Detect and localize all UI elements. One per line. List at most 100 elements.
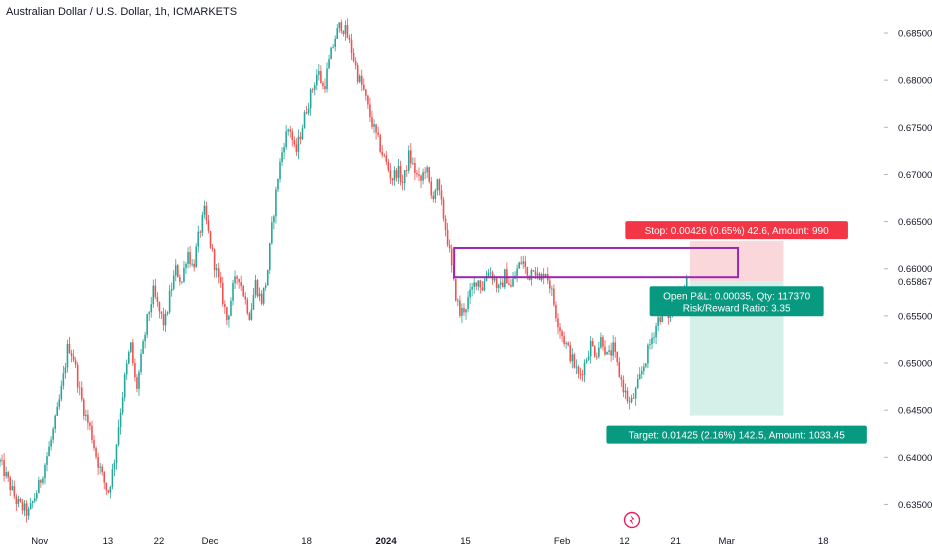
candle-body: [593, 346, 596, 357]
candle-body: [64, 367, 67, 374]
candle-body: [430, 181, 433, 196]
candle-body: [287, 129, 289, 132]
candle-body: [365, 89, 367, 96]
candle-body: [134, 363, 136, 378]
candle-body: [645, 363, 647, 367]
candle-body: [565, 342, 567, 344]
candle-body: [50, 439, 52, 447]
resistance-box[interactable]: [453, 246, 740, 279]
candle-body: [344, 25, 347, 34]
open-pl-label: Open P&L: 0.00035, Qty: 117370Risk/Rewar…: [649, 286, 824, 317]
candle-body: [146, 314, 148, 335]
candle-body: [569, 345, 572, 362]
candle-body: [489, 272, 492, 274]
candle-body: [219, 276, 222, 283]
candle-body: [177, 265, 179, 277]
x-tick-label: Mar: [719, 536, 735, 547]
candle-body: [412, 162, 414, 164]
candle-body: [659, 317, 661, 322]
candle-body: [614, 342, 617, 352]
target-label-bg: [606, 425, 867, 444]
candle-body: [260, 293, 263, 304]
candle-body: [228, 315, 230, 320]
candle-body: [640, 371, 643, 375]
candle-body: [628, 401, 631, 403]
candle-body: [618, 361, 621, 378]
candle-body: [579, 373, 582, 375]
candle-body: [1, 459, 3, 461]
candle-body: [123, 374, 126, 398]
candle-body: [316, 74, 318, 86]
candle-body: [7, 472, 9, 478]
stop-label-text: Stop: 0.00426 (0.65%) 42.6, Amount: 990: [645, 226, 829, 237]
candle-body: [414, 162, 416, 173]
candle-body: [459, 300, 461, 316]
candle-body: [215, 268, 218, 271]
candle-body: [258, 293, 261, 297]
candle-body: [189, 252, 191, 265]
candle-body: [132, 342, 134, 364]
x-tick-label: 18: [818, 536, 829, 547]
candle-body: [97, 456, 99, 468]
candle-body: [179, 276, 181, 282]
candle-body: [577, 366, 580, 374]
candle-body: [501, 282, 504, 288]
x-tick-label: 12: [619, 536, 630, 547]
candle-body: [266, 270, 269, 286]
x-tick-label: Dec: [202, 536, 219, 547]
candle-body: [273, 216, 275, 223]
candle-body: [277, 179, 279, 190]
candle-body: [103, 472, 106, 483]
candle-body: [240, 282, 242, 286]
candle-body: [101, 466, 103, 473]
candle-body: [371, 117, 373, 127]
candle-body: [0, 459, 1, 462]
candle-body: [33, 498, 36, 502]
candle-body: [281, 152, 283, 162]
candle-body: [377, 132, 379, 135]
candle-body: [54, 415, 56, 429]
candle-body: [99, 466, 101, 468]
candle-body: [11, 486, 14, 490]
candle-body: [591, 341, 594, 347]
candle-body: [573, 354, 576, 368]
candle-body: [95, 448, 97, 457]
candle-body: [166, 312, 169, 314]
candle-body: [156, 296, 159, 303]
candle-body: [350, 39, 353, 53]
candle-body: [416, 172, 418, 175]
open-pl-label-text: Risk/Reward Ratio: 3.35: [683, 303, 791, 314]
candle-body: [651, 338, 653, 345]
position-tags: Stop: 0.00426 (0.65%) 42.6, Amount: 990 O…: [606, 221, 867, 444]
candle-body: [19, 498, 22, 502]
candle-body: [338, 22, 341, 29]
candle-body: [354, 60, 357, 66]
candle-body: [373, 124, 375, 127]
candle-body: [395, 170, 398, 178]
candle-body: [91, 425, 93, 441]
candle-body: [236, 276, 238, 279]
y-tick-label: 0.65000: [898, 359, 932, 370]
candle-body: [340, 22, 343, 32]
candle-body: [234, 276, 236, 284]
candle-body: [624, 390, 627, 393]
candle-body: [109, 486, 112, 493]
candle-body: [334, 38, 336, 47]
candles: [0, 18, 688, 523]
candle-body: [632, 397, 635, 399]
candle-body: [232, 283, 234, 301]
candle-body: [185, 263, 187, 268]
candle-body: [536, 273, 539, 276]
candle-body: [89, 422, 91, 426]
candle-body: [226, 306, 228, 320]
candle-body: [150, 304, 153, 313]
candle-body: [638, 374, 641, 380]
candle-body: [461, 308, 463, 316]
candle-body: [375, 124, 377, 133]
candle-body: [363, 84, 365, 90]
candle-body: [256, 280, 259, 297]
x-tick-label: 15: [460, 536, 471, 547]
candle-body: [499, 282, 502, 285]
candle-body: [483, 281, 486, 291]
